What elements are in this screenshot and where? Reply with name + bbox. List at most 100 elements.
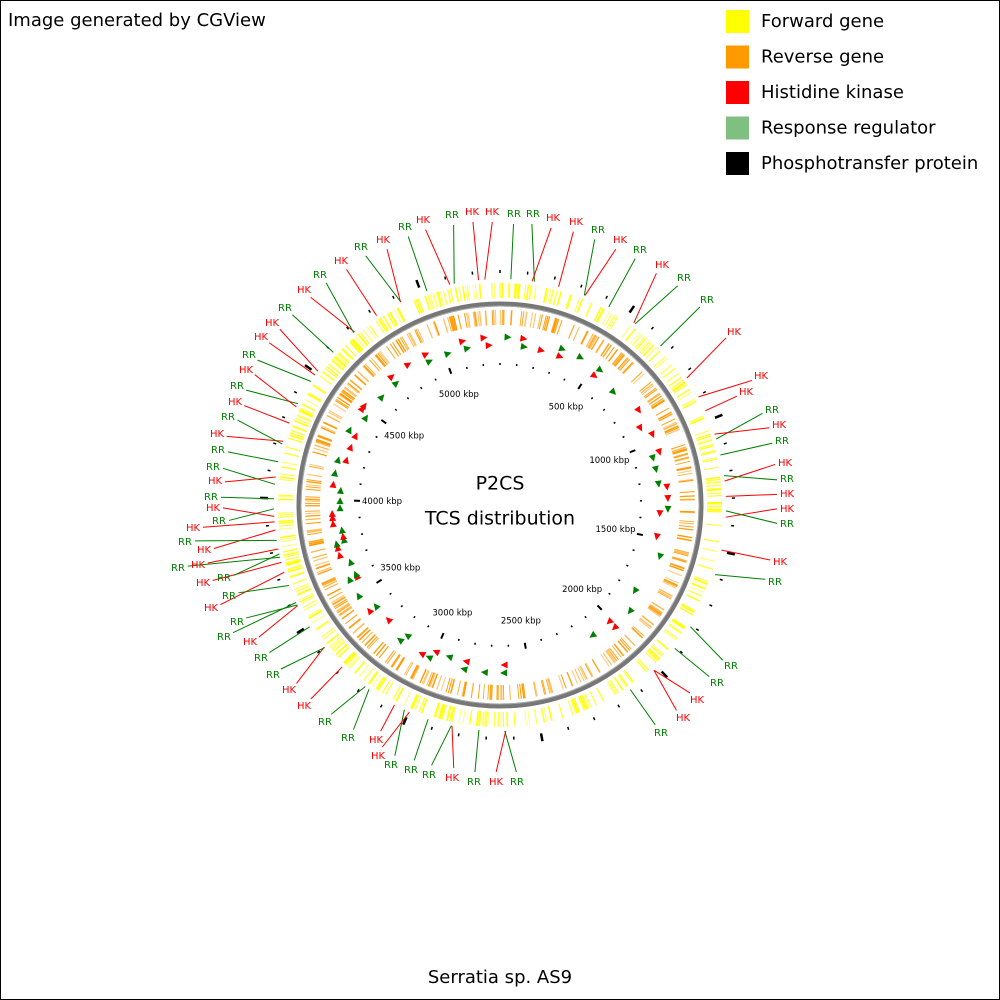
reverse-gene [641,615,655,626]
reverse-gene [678,524,694,528]
reverse-gene [442,318,449,333]
reverse-gene [314,560,330,567]
outer-tick [726,551,736,556]
forward-gene [699,444,714,450]
label-connector [246,604,298,619]
reverse-gene [357,370,370,383]
forward-gene [454,287,460,303]
forward-gene [424,295,431,311]
forward-gene [393,309,402,324]
tick [632,549,635,552]
reverse-gene [315,440,331,447]
label-connector [258,605,298,638]
forward-gene [278,495,294,498]
reverse-gene [516,684,520,700]
forward-gene [609,316,619,330]
reverse-gene [389,343,400,357]
legend-label: Response regulator [761,118,936,139]
forward-gene [476,710,480,726]
forward-gene [552,290,559,306]
label-connector [724,475,778,481]
tick [622,435,625,439]
tick [570,625,573,628]
reverse-gene [552,318,558,334]
reverse-gene [673,550,689,556]
forward-gene [688,589,703,597]
label-connector [187,556,281,567]
forward-gene [418,298,425,313]
forward-gene [308,609,323,619]
forward-gene [653,356,666,368]
forward-gene [427,294,434,310]
label-connector [220,571,285,606]
forward-gene [621,325,631,338]
reverse-gene [392,341,402,356]
reverse-gene [568,324,575,339]
label-connector [633,273,657,324]
reverse-gene [335,400,349,409]
forward-gene [432,293,438,308]
feature-marker [651,465,659,474]
reverse-gene [338,605,352,616]
reverse-gene [395,339,405,354]
feature-marker [611,623,620,631]
reverse-gene [595,339,605,353]
forward-gene [363,668,374,681]
feature-label: RR [217,573,231,584]
forward-gene [290,429,306,436]
reverse-gene [375,354,386,367]
label-connector [352,689,370,730]
forward-gene [648,648,661,660]
reverse-gene [600,653,610,667]
reverse-gene [663,578,678,586]
feature-label: RR [341,733,355,744]
forward-gene [573,698,581,713]
reverse-gene [341,609,355,620]
feature-marker [331,469,338,477]
reverse-gene [521,311,525,327]
feature-label: HK [416,215,431,226]
legend-swatch [726,10,749,33]
forward-gene [544,288,549,304]
forward-gene [606,314,616,329]
label-connector [232,602,297,634]
label-connector [310,296,355,333]
feature-marker [558,344,566,352]
forward-gene [556,291,563,307]
feature-marker [425,655,434,662]
outer-tick [444,276,447,280]
feature-label: HK [773,557,788,568]
forward-gene [359,332,371,345]
forward-gene [284,553,299,558]
feature-label: HK [254,332,269,343]
forward-gene [635,337,647,350]
label-connector [714,427,770,435]
reverse-gene [519,683,522,699]
reverse-gene [347,382,360,393]
feature-label: HK [376,235,391,246]
forward-gene [335,643,348,656]
forward-gene [574,297,581,313]
forward-gene [281,543,297,548]
feature-label: RR [211,445,225,456]
reverse-gene [349,379,363,391]
reverse-gene [474,311,478,327]
forward-gene [634,336,646,349]
feature-marker [635,423,643,432]
tick-label: 4500 kbp [384,432,424,442]
forward-gene [682,399,696,408]
reverse-gene [662,581,677,589]
reverse-gene [335,398,350,408]
reverse-gene [449,678,456,694]
reverse-gene [658,588,673,597]
feature-marker [347,576,355,585]
forward-gene [334,356,347,368]
forward-gene [384,681,394,696]
label-connector [584,248,617,296]
reverse-gene [574,668,582,683]
forward-gene [705,480,721,485]
forward-gene [672,381,686,392]
forward-gene [285,446,301,452]
forward-gene [639,341,651,353]
outer-tick [660,670,669,679]
